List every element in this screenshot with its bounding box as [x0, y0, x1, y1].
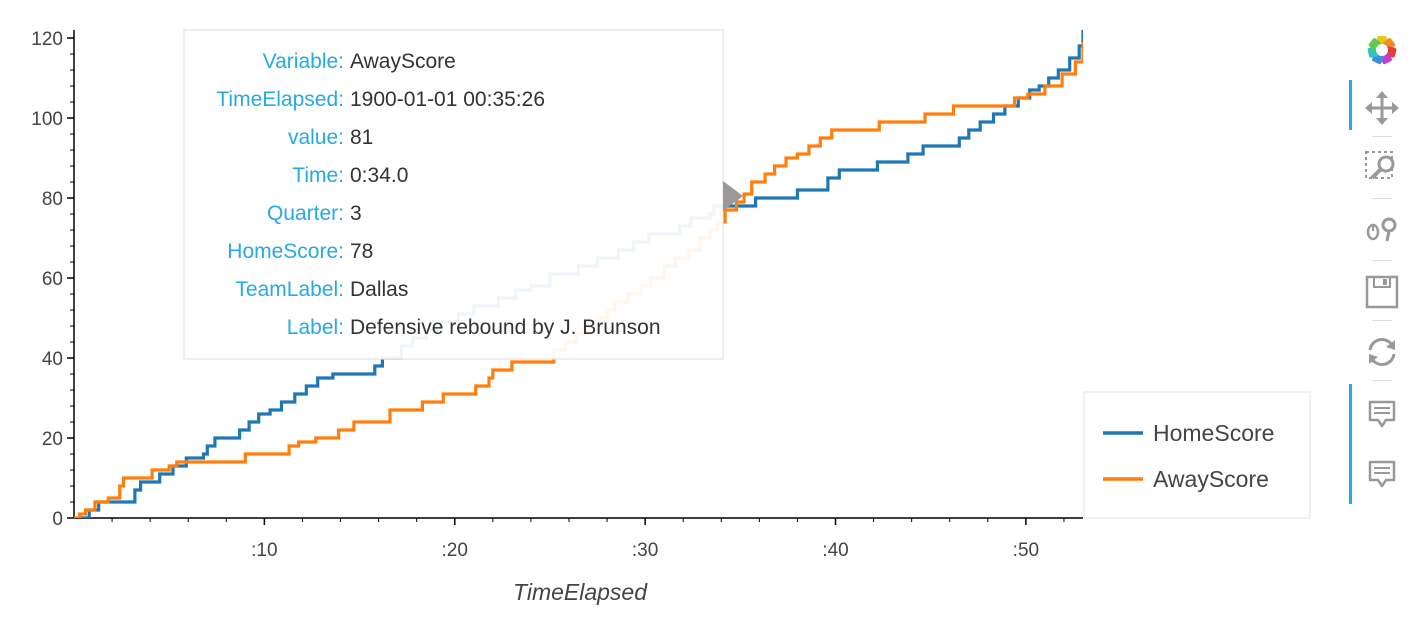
tooltip-value: AwayScore — [350, 50, 456, 73]
legend-label-homescore: HomeScore — [1153, 420, 1274, 446]
y-tick-label: 60 — [42, 269, 63, 290]
y-tick-label: 100 — [31, 109, 63, 130]
wheel-zoom-tool-button[interactable] — [1362, 210, 1402, 250]
pan-icon — [1365, 91, 1399, 125]
bokeh-logo-icon — [1367, 36, 1397, 65]
y-axis: 0 20 40 60 80 100 120 — [31, 29, 75, 530]
tooltip-key: Quarter: — [267, 202, 344, 225]
save-icon — [1365, 275, 1399, 309]
tooltip-key: HomeScore: — [227, 240, 344, 263]
wheel-zoom-icon — [1366, 217, 1397, 242]
tooltip-value: 81 — [350, 126, 373, 149]
tooltip-value: 0:34.0 — [350, 164, 408, 187]
tooltip-key: TeamLabel: — [235, 278, 344, 301]
tooltip-value: 3 — [350, 202, 362, 225]
hover-tooltip: Variable: AwayScore TimeElapsed: 1900-01-01… — [183, 29, 743, 360]
reset-icon — [1368, 338, 1396, 366]
y-tick-label: 120 — [31, 29, 63, 50]
tooltip-value: Dallas — [350, 278, 408, 301]
y-tick-label: 0 — [52, 509, 63, 530]
box-zoom-tool-button[interactable] — [1362, 148, 1402, 188]
pan-tool-button[interactable] — [1362, 88, 1402, 128]
toolbar — [1349, 24, 1410, 514]
toolbar-separator — [1372, 320, 1392, 321]
box-zoom-icon — [1365, 151, 1395, 180]
toolbar-separator — [1372, 380, 1392, 381]
x-tick-label: :20 — [442, 540, 468, 561]
bokeh-logo — [1362, 30, 1402, 70]
hover-icon — [1368, 460, 1396, 488]
legend: HomeScore AwayScore — [1083, 391, 1311, 519]
save-tool-button[interactable] — [1362, 272, 1402, 312]
tooltip-key: Variable: — [263, 50, 344, 73]
tooltip-value: Defensive rebound by J. Brunson — [350, 316, 661, 339]
tooltip-value: 1900-01-01 00:35:26 — [350, 88, 545, 111]
tooltip-key: value: — [288, 126, 344, 149]
x-axis: :10 :20 :30 :40 :50 — [74, 517, 1083, 561]
x-tick-label: :40 — [822, 540, 848, 561]
active-tool-indicator — [1349, 80, 1352, 130]
x-tick-label: :50 — [1013, 540, 1039, 561]
active-tool-indicator — [1349, 384, 1352, 504]
hover-tool-button[interactable] — [1362, 394, 1402, 434]
legend-label-awayscore: AwayScore — [1153, 466, 1269, 492]
tooltip-key: Time: — [292, 164, 344, 187]
tooltip-pointer — [723, 181, 743, 211]
y-tick-label: 80 — [42, 189, 63, 210]
hover-icon — [1368, 400, 1396, 428]
toolbar-separator — [1372, 136, 1392, 137]
tooltip-key: TimeElapsed: — [216, 88, 344, 111]
legend-box — [1083, 391, 1311, 519]
toolbar-separator — [1372, 198, 1392, 199]
y-tick-label: 20 — [42, 429, 63, 450]
toolbar-separator — [1372, 260, 1392, 261]
tooltip-value: 78 — [350, 240, 373, 263]
x-tick-label: :30 — [632, 540, 658, 561]
x-tick-label: :10 — [251, 540, 277, 561]
hover-tool-button[interactable] — [1362, 454, 1402, 494]
x-axis-title: TimeElapsed — [513, 579, 648, 605]
tooltip-box — [183, 29, 724, 360]
reset-tool-button[interactable] — [1362, 332, 1402, 372]
tooltip-key: Label: — [287, 316, 344, 339]
y-tick-label: 40 — [42, 349, 63, 370]
